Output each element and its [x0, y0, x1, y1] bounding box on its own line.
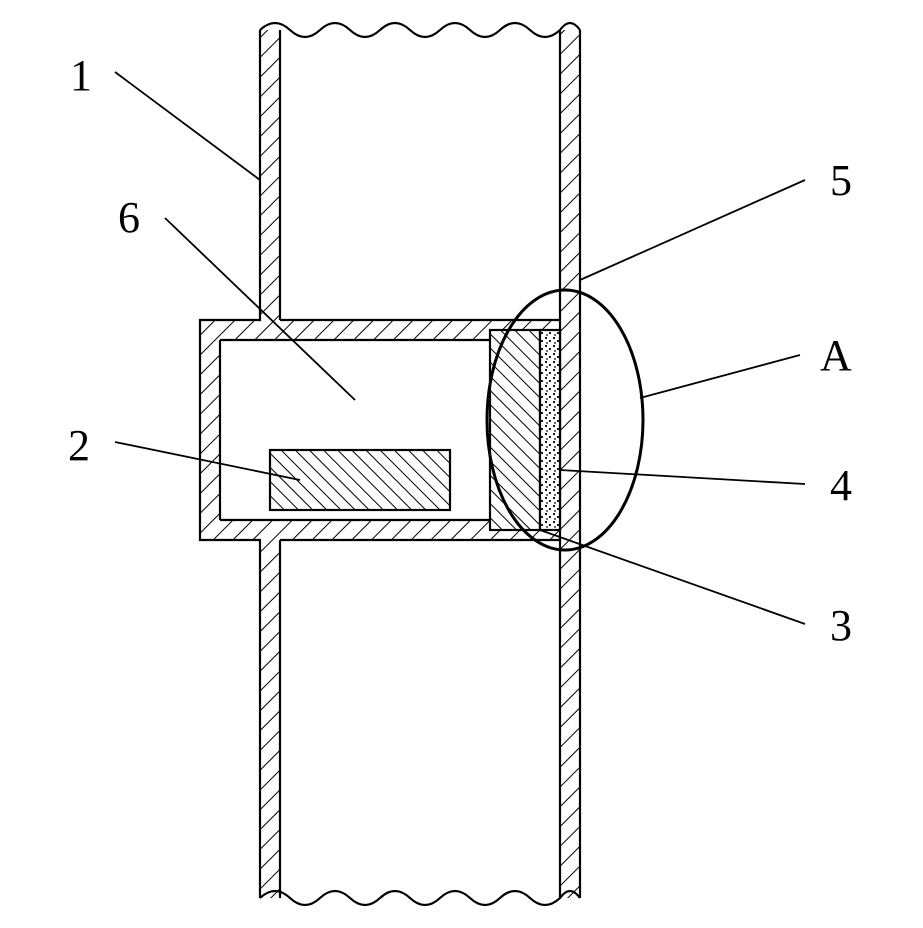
label-5: 5 — [830, 156, 852, 205]
label-4: 4 — [830, 461, 852, 510]
label-A: A — [820, 331, 852, 380]
leader-A — [640, 355, 800, 398]
part-4-layer — [540, 330, 560, 530]
labels: 1 6 2 5 A 4 3 — [68, 51, 852, 650]
label-6: 6 — [118, 193, 140, 242]
label-2: 2 — [68, 421, 90, 470]
leader-5 — [580, 180, 805, 280]
part-3-block — [490, 330, 540, 530]
leader-1 — [115, 72, 260, 180]
label-3: 3 — [830, 601, 852, 650]
leader-4 — [560, 470, 805, 484]
label-1: 1 — [70, 51, 92, 100]
